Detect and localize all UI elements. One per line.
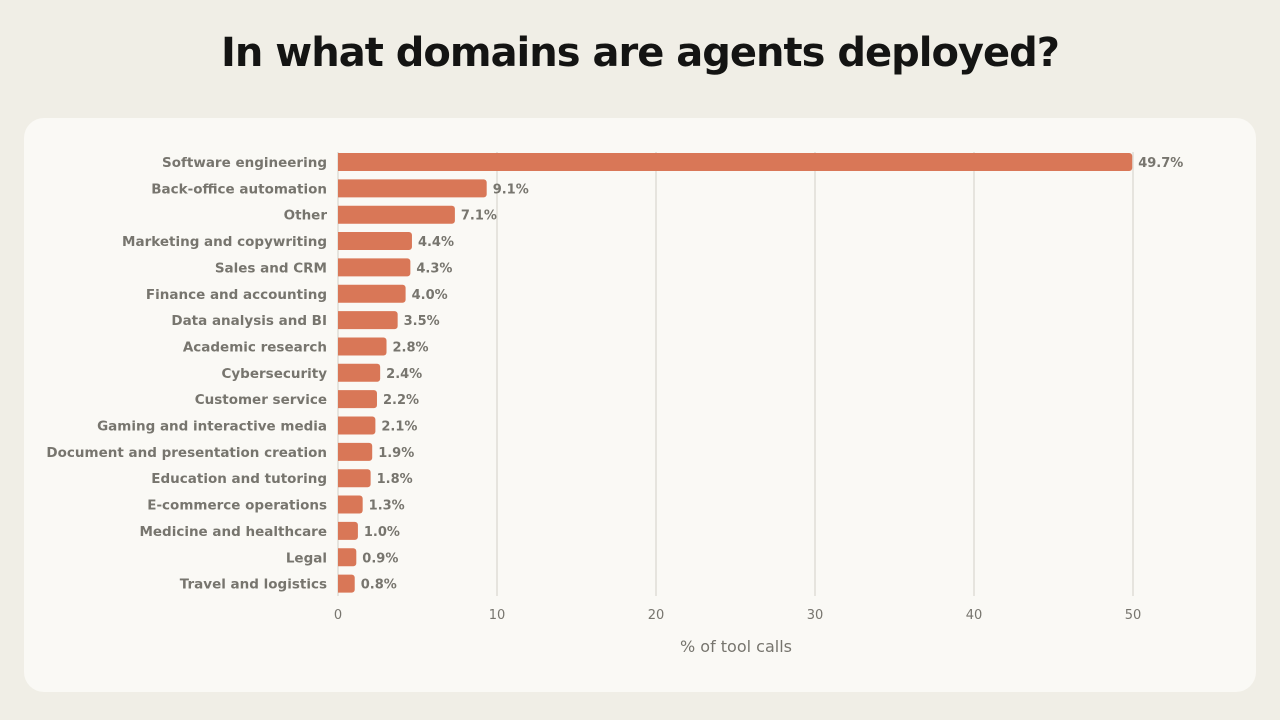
chart-title: In what domains are agents deployed? xyxy=(221,30,1060,76)
bar xyxy=(338,179,487,198)
value-label: 3.5% xyxy=(404,314,440,329)
x-tick-label: 50 xyxy=(1125,608,1142,623)
value-label: 1.0% xyxy=(364,525,400,540)
category-label: Travel and logistics xyxy=(180,577,327,593)
bar xyxy=(338,258,411,277)
category-label: Customer service xyxy=(195,392,327,408)
category-label: Legal xyxy=(286,550,327,566)
value-label: 2.4% xyxy=(386,367,422,382)
value-label: 0.9% xyxy=(362,551,398,566)
category-label: Other xyxy=(284,208,328,224)
value-label: 2.2% xyxy=(383,393,419,408)
bar xyxy=(338,311,398,330)
x-tick-label: 0 xyxy=(334,608,342,623)
category-label: Software engineering xyxy=(162,155,327,171)
category-label: Academic research xyxy=(183,339,327,355)
value-label: 9.1% xyxy=(493,182,529,197)
category-label: Sales and CRM xyxy=(215,260,327,276)
bar xyxy=(338,416,376,435)
value-label: 49.7% xyxy=(1138,156,1183,171)
x-tick-label: 30 xyxy=(807,608,824,623)
x-tick-label: 20 xyxy=(648,608,665,623)
bar xyxy=(338,469,371,488)
value-label: 4.4% xyxy=(418,235,454,250)
bar xyxy=(338,232,412,251)
bar xyxy=(338,390,377,409)
bar xyxy=(338,337,387,356)
value-label: 1.9% xyxy=(378,446,414,461)
x-axis-label: % of tool calls xyxy=(680,637,792,656)
category-label: Document and presentation creation xyxy=(46,445,327,461)
x-tick-label: 10 xyxy=(489,608,506,623)
category-label: E-commerce operations xyxy=(147,498,327,514)
value-label: 1.3% xyxy=(369,499,405,514)
bar xyxy=(338,548,357,567)
category-label: Finance and accounting xyxy=(146,287,327,303)
value-label: 4.3% xyxy=(416,261,452,276)
bar xyxy=(338,363,381,382)
value-label: 7.1% xyxy=(461,209,497,224)
bar xyxy=(338,521,358,540)
value-label: 4.0% xyxy=(412,288,448,303)
value-label: 2.1% xyxy=(381,420,417,435)
category-label: Cybersecurity xyxy=(221,366,327,382)
bar xyxy=(338,495,363,514)
bar xyxy=(338,205,455,224)
x-tick-label: 40 xyxy=(966,608,983,623)
category-label: Gaming and interactive media xyxy=(97,419,327,435)
bar xyxy=(338,284,406,303)
value-label: 0.8% xyxy=(361,578,397,593)
value-label: 2.8% xyxy=(393,340,429,355)
bar xyxy=(338,574,355,593)
category-label: Medicine and healthcare xyxy=(139,524,327,540)
category-label: Back-office automation xyxy=(151,181,327,197)
bar xyxy=(338,153,1133,171)
bar xyxy=(338,442,373,461)
category-label: Marketing and copywriting xyxy=(122,234,327,250)
category-label: Data analysis and BI xyxy=(171,313,327,329)
value-label: 1.8% xyxy=(377,472,413,487)
chart-card xyxy=(24,118,1256,692)
category-label: Education and tutoring xyxy=(151,471,327,487)
